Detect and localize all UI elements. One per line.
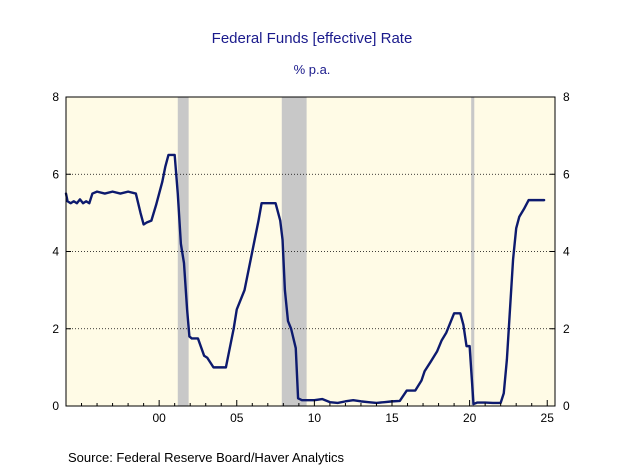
axes: 0 02 24 46 68 800 05 10 15 20 25 bbox=[52, 90, 570, 425]
x-tick-label: 25 bbox=[541, 411, 555, 425]
chart-title: Federal Funds [effective] Rate bbox=[211, 30, 413, 47]
x-tick-label: 05 bbox=[230, 411, 244, 425]
y-tick-label-left: 4 bbox=[52, 245, 59, 259]
y-tick-label-right: 0 bbox=[563, 399, 570, 413]
series-layer bbox=[64, 153, 546, 406]
y-tick-label-right: 2 bbox=[563, 322, 570, 336]
y-tick-label-left: 8 bbox=[52, 90, 59, 104]
y-tick-label-right: 6 bbox=[563, 167, 570, 181]
source-note: Source: Federal Reserve Board/Haver Anal… bbox=[68, 450, 345, 465]
y-tick-label-left: 6 bbox=[52, 167, 59, 181]
recession-band-2 bbox=[471, 97, 475, 406]
series-line-0 bbox=[64, 153, 546, 406]
y-tick-label-right: 4 bbox=[563, 245, 570, 259]
x-tick-label: 15 bbox=[385, 411, 399, 425]
y-tick-label-left: 0 bbox=[52, 399, 59, 413]
chart-subtitle: % p.a. bbox=[293, 62, 331, 77]
grid-lines bbox=[66, 173, 555, 330]
x-tick-label: 20 bbox=[463, 411, 477, 425]
plot-background bbox=[66, 97, 555, 406]
x-tick-label: 10 bbox=[308, 411, 322, 425]
x-tick-label: 00 bbox=[152, 411, 166, 425]
y-tick-label-right: 8 bbox=[563, 90, 570, 104]
y-tick-label-left: 2 bbox=[52, 322, 59, 336]
